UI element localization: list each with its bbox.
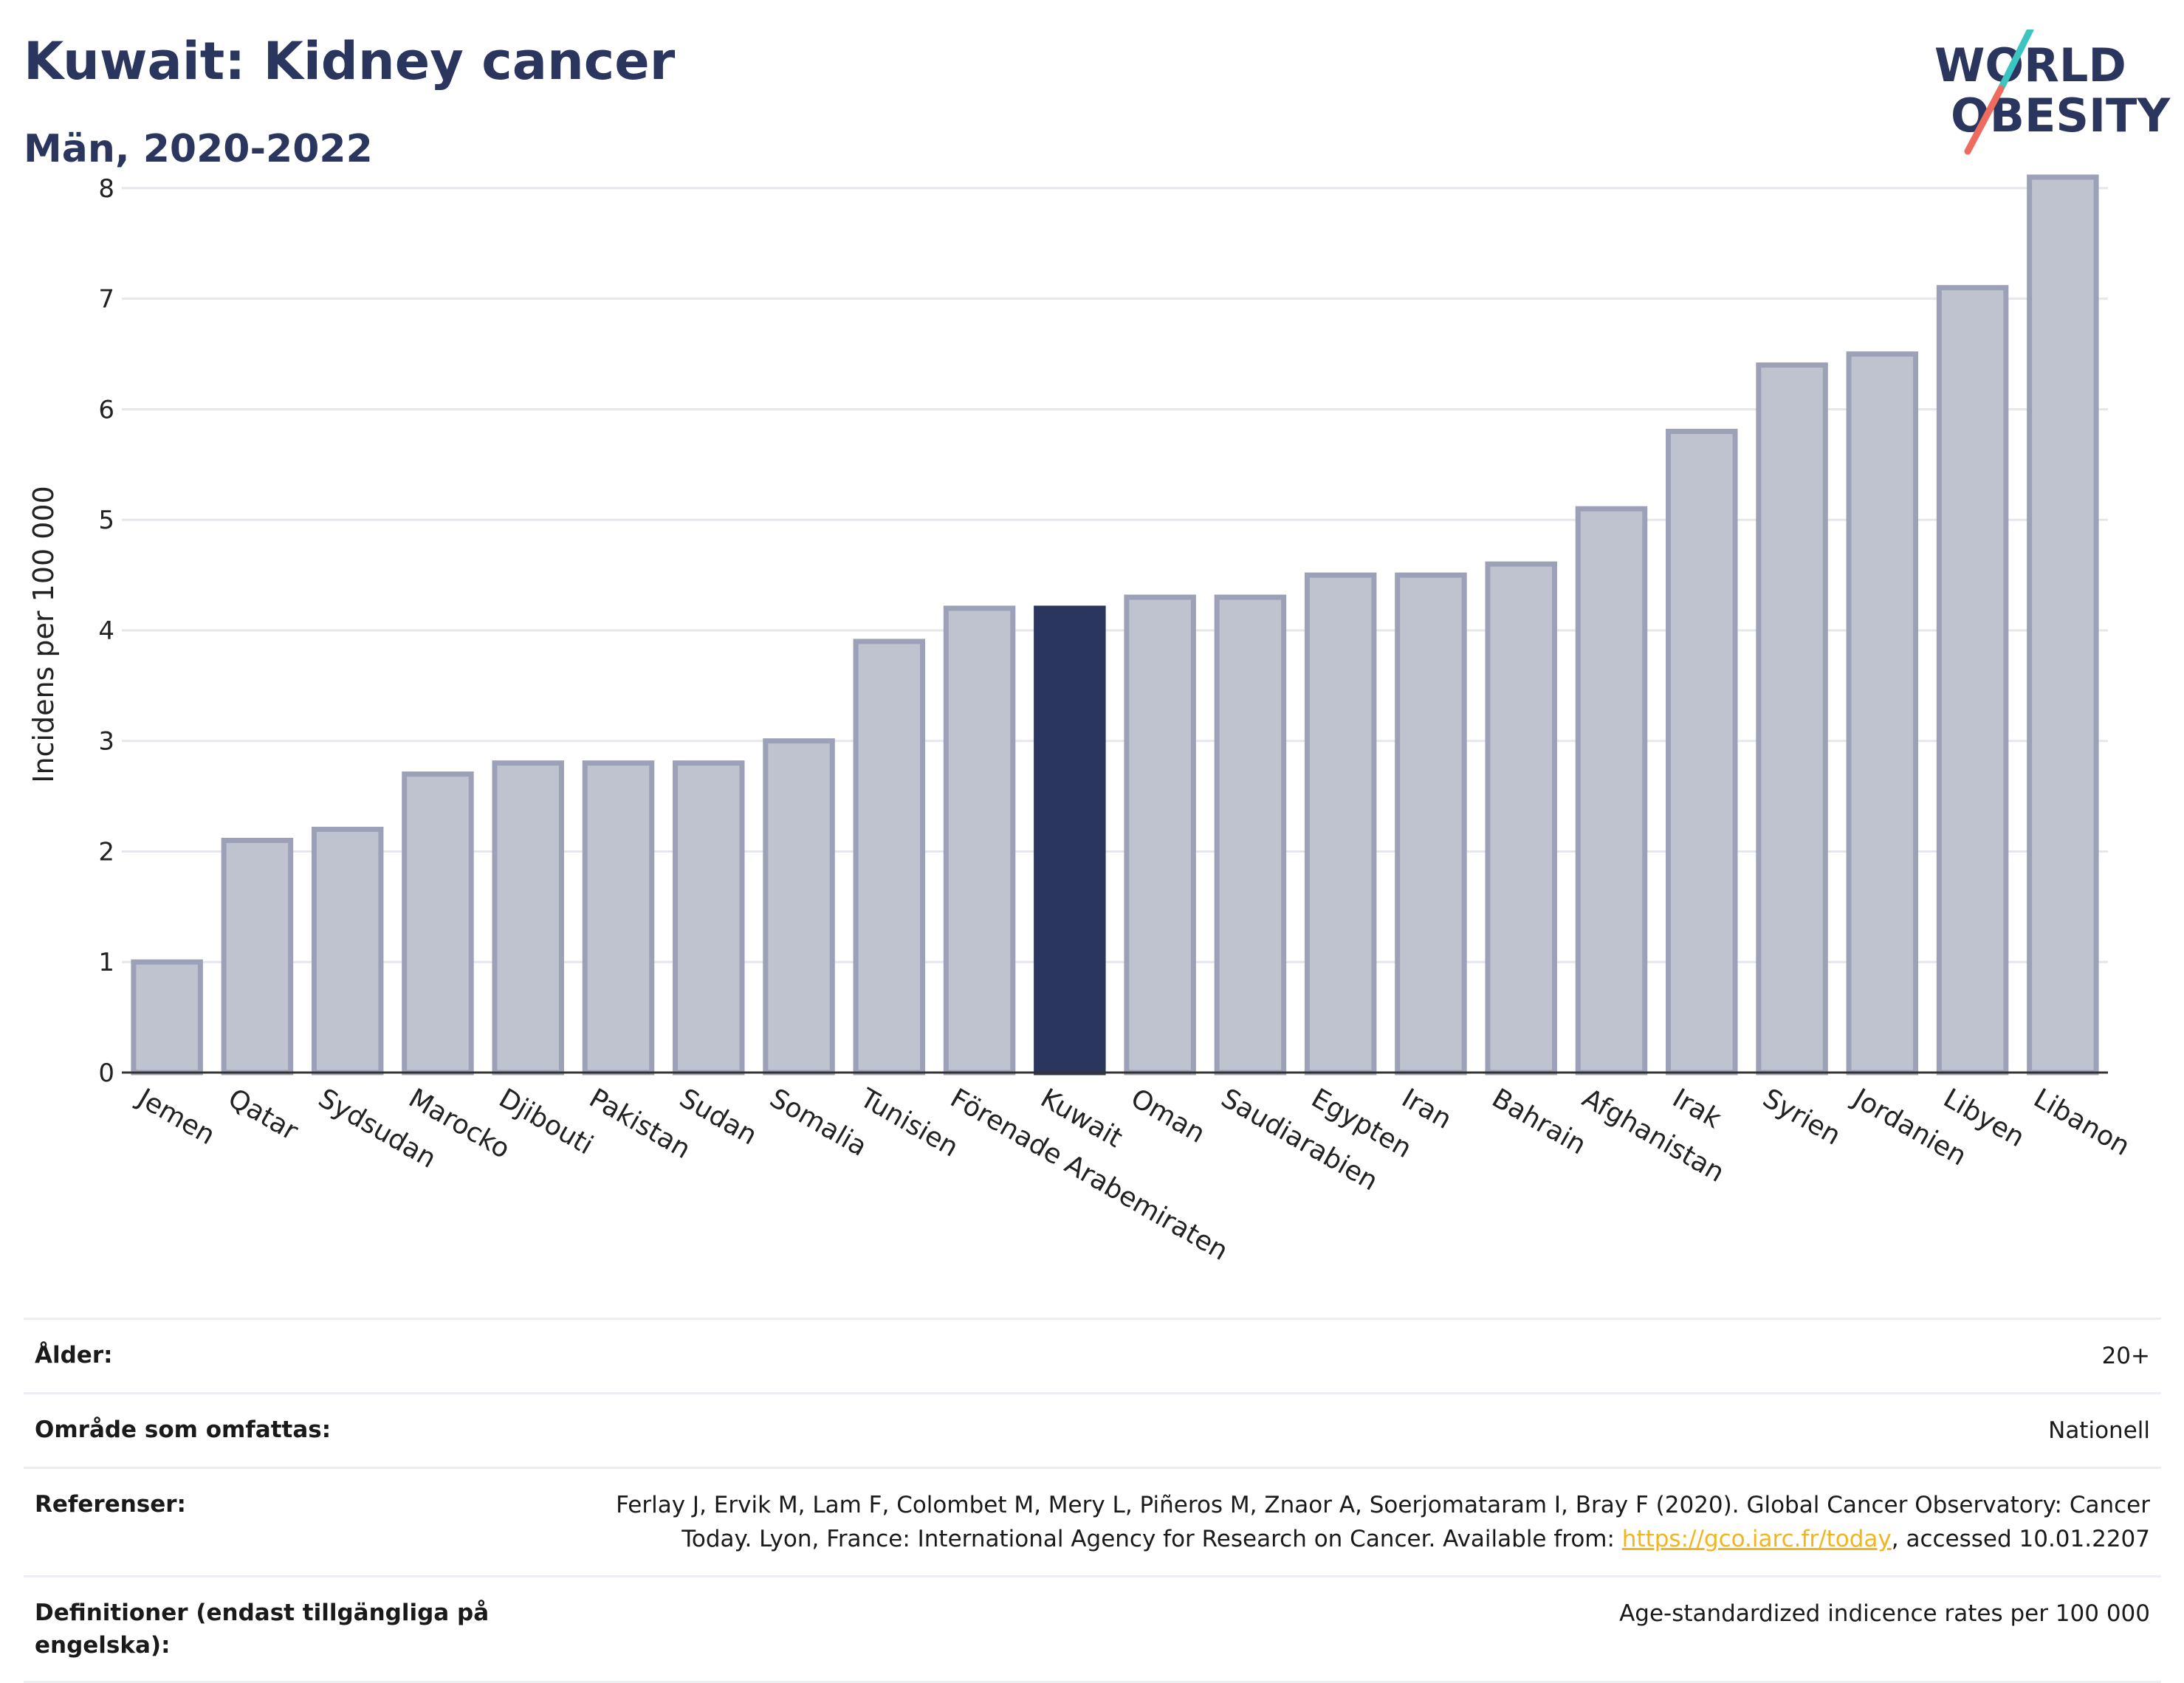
area-row: Område som omfattas: Nationell [24, 1392, 2161, 1467]
bar-bahrain [1485, 561, 1557, 1075]
references-label: Referenser: [35, 1491, 186, 1518]
bar-syrien [1756, 362, 1828, 1075]
area-value: Nationell [2048, 1417, 2150, 1444]
x-tick-label: Somalia [765, 1083, 872, 1163]
x-tick-label: Tunisien [854, 1083, 964, 1163]
references-text-1: Ferlay J, Ervik M, Lam F, Colombet M, Me… [616, 1492, 2150, 1518]
bar-iran [1395, 572, 1467, 1075]
x-tick-label: Syrien [1758, 1083, 1846, 1151]
x-tick-label: Saudiarabien [1216, 1083, 1383, 1197]
y-tick-label: 7 [98, 285, 114, 314]
y-tick-label: 5 [98, 506, 114, 535]
age-row: Ålder: 20+ [24, 1318, 2161, 1392]
world-obesity-logo: WORLD OBESITY [1934, 30, 2171, 155]
x-tick-label: Jemen [131, 1082, 220, 1151]
age-value: 20+ [2101, 1343, 2150, 1369]
x-tick-label: Libanon [2028, 1083, 2135, 1162]
svg-text:WORLD: WORLD [1934, 38, 2126, 92]
x-tick-label: Qatar [223, 1083, 303, 1146]
references-link[interactable]: https://gco.iarc.fr/today [1621, 1526, 1892, 1552]
bar-djibouti [492, 760, 564, 1075]
bar-kuwait [1034, 605, 1106, 1075]
x-tick-label: Irak [1667, 1083, 1726, 1135]
y-axis-label: Incidens per 100 000 [27, 486, 60, 783]
y-tick-label: 1 [98, 948, 114, 977]
bar-somalia [763, 738, 835, 1075]
bar-irak [1666, 428, 1738, 1075]
references-text-2: Today. Lyon, France: International Agenc… [681, 1526, 1622, 1552]
bar-oman [1124, 594, 1196, 1075]
page-title: Kuwait: Kidney cancer [24, 31, 676, 92]
age-label: Ålder: [35, 1342, 113, 1369]
x-tick-label: Oman [1126, 1083, 1210, 1149]
bar-egypten [1304, 572, 1377, 1075]
y-tick-label: 3 [98, 727, 114, 757]
bar-afghanistan [1575, 506, 1648, 1075]
y-tick-label: 4 [98, 616, 114, 646]
x-tick-label: Bahrain [1487, 1083, 1591, 1160]
bar-jordanien [1846, 351, 1919, 1075]
x-tick-label: Djibouti [494, 1083, 598, 1160]
references-text-3: , accessed 10.01.2207 [1891, 1526, 2150, 1552]
x-tick-label: Pakistan [584, 1083, 696, 1165]
bar-libyen [1936, 285, 2009, 1075]
references-value: Ferlay J, Ervik M, Lam F, Colombet M, Me… [616, 1488, 2150, 1556]
area-label: Område som omfattas: [35, 1417, 332, 1443]
references-row: Referenser: Ferlay J, Ervik M, Lam F, Co… [24, 1467, 2161, 1575]
bar-pakistan [582, 760, 655, 1075]
y-tick-label: 6 [98, 395, 114, 424]
bar-tunisien [853, 639, 926, 1075]
bar-sydsudan [311, 827, 384, 1075]
definitions-value: Age-standardized indicence rates per 100… [1619, 1600, 2150, 1627]
definitions-row: Definitioner (endast tillgängliga på eng… [24, 1575, 2161, 1683]
y-tick-label: 8 [98, 174, 114, 204]
x-tick-label: Iran [1396, 1083, 1456, 1135]
page-subtitle: Män, 2020-2022 [24, 127, 373, 171]
bar-jemen [131, 959, 203, 1075]
definitions-label: Definitioner (endast tillgängliga på eng… [35, 1600, 490, 1659]
info-table: Ålder: 20+ Område som omfattas: Nationel… [24, 1318, 2161, 1683]
bar-qatar [221, 838, 294, 1075]
bar-förenade-arabemiraten [943, 605, 1016, 1075]
bar-saudiarabien [1214, 594, 1287, 1075]
bar-chart: 0 1 2 3 4 5 6 7 8 Incidens per 100 000 Jemen Qatar S… [27, 174, 2135, 1267]
bar-marocko [402, 771, 474, 1075]
bar-sudan [673, 760, 745, 1075]
y-tick-label: 0 [98, 1059, 114, 1088]
bar-libanon [2027, 174, 2099, 1075]
y-tick-label: 2 [98, 837, 114, 867]
